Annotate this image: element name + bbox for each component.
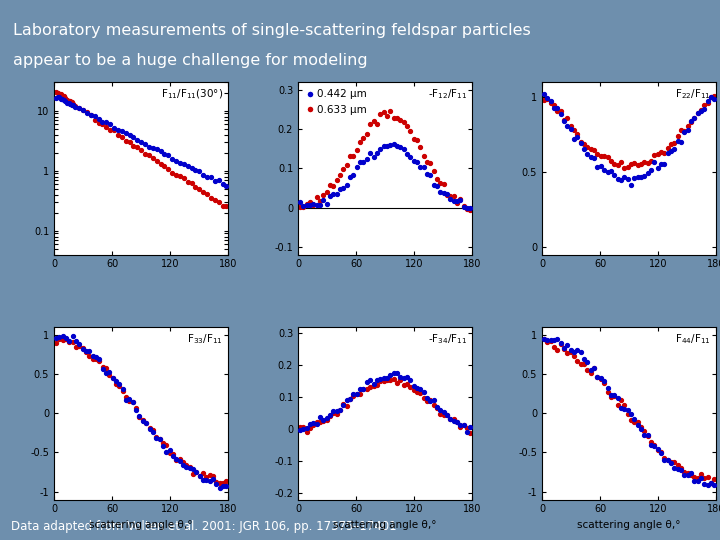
Text: Data adapted from Volten et al. 2001: JGR 106, pp. 17375–17401: Data adapted from Volten et al. 2001: JG… — [11, 520, 397, 533]
Text: appear to be a huge challenge for modeling: appear to be a huge challenge for modeli… — [13, 53, 368, 68]
Text: F$_{33}$/F$_{11}$: F$_{33}$/F$_{11}$ — [187, 332, 223, 346]
X-axis label: scattering angle θ,°: scattering angle θ,° — [577, 520, 681, 530]
Text: F$_{11}$/F$_{11}$(30°): F$_{11}$/F$_{11}$(30°) — [161, 87, 223, 101]
X-axis label: scattering angle θ,°: scattering angle θ,° — [333, 520, 437, 530]
Text: -F$_{12}$/F$_{11}$: -F$_{12}$/F$_{11}$ — [428, 87, 467, 101]
Text: F$_{22}$/F$_{11}$: F$_{22}$/F$_{11}$ — [675, 87, 711, 101]
Text: F$_{44}$/F$_{11}$: F$_{44}$/F$_{11}$ — [675, 332, 711, 346]
Legend: 0.442 μm, 0.633 μm: 0.442 μm, 0.633 μm — [303, 87, 369, 117]
X-axis label: scattering angle θ,°: scattering angle θ,° — [89, 520, 193, 530]
Text: Laboratory measurements of single-scattering feldspar particles: Laboratory measurements of single-scatte… — [13, 23, 531, 38]
Text: -F$_{34}$/F$_{11}$: -F$_{34}$/F$_{11}$ — [428, 332, 467, 346]
